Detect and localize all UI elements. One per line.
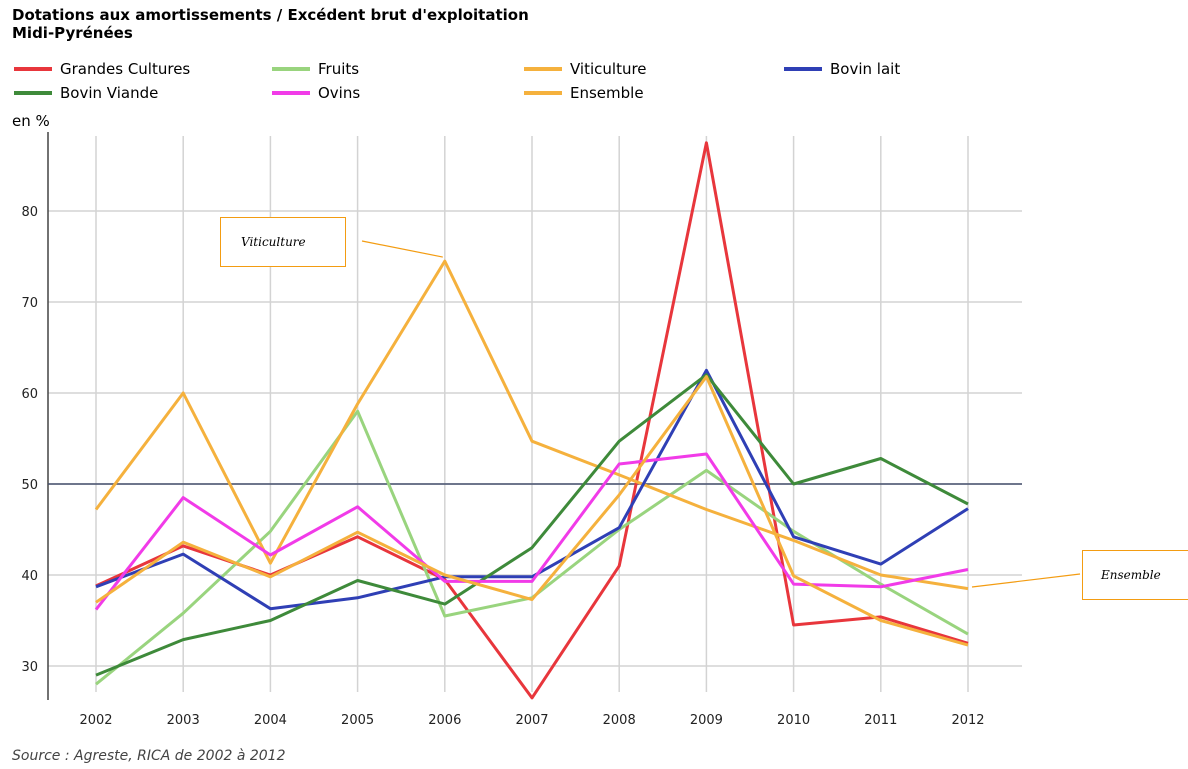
legend-swatch: [14, 67, 52, 71]
line-chart: 30 40 50 60 70 80 2002 2003 2004 2005 2006 2007 2008…: [21, 132, 1081, 728]
series-line-ovins: [94, 452, 969, 611]
legend-item-viticulture: Viticulture: [524, 58, 647, 80]
source-note: Source : Agreste, RICA de 2002 à 2012: [12, 748, 286, 764]
y-tick-label: 70: [21, 296, 38, 311]
x-tick-label: 2012: [951, 713, 984, 728]
legend-item-fruits: Fruits: [272, 58, 359, 80]
x-tick-label: 2009: [690, 713, 723, 728]
legend-label: Bovin Viande: [60, 84, 159, 102]
annotation-ensemble: Ensemble: [1082, 550, 1188, 600]
chart-title: Dotations aux amortissements / Excédent …: [12, 6, 529, 42]
legend-item-ovins: Ovins: [272, 82, 360, 104]
annotation-viticulture: Viticulture: [220, 217, 346, 267]
x-tick-label: 2003: [167, 713, 200, 728]
legend-swatch: [14, 91, 52, 95]
legend-item-bovin-viande: Bovin Viande: [14, 82, 158, 104]
series-line-bovin-viande: [95, 373, 969, 677]
x-tick-label: 2005: [341, 713, 374, 728]
annotation-ensemble-text: Ensemble: [1101, 568, 1161, 582]
annotation-viticulture-text: Viticulture: [241, 235, 306, 249]
legend-label: Bovin lait: [830, 60, 901, 78]
legend-label: Fruits: [318, 60, 360, 78]
x-tick-label: 2006: [428, 713, 461, 728]
legend-item-ensemble: Ensemble: [524, 82, 644, 104]
legend-swatch: [524, 67, 562, 71]
x-tick-label: 2011: [864, 713, 897, 728]
legend-label: Ovins: [318, 84, 361, 102]
chart-title-line2: Midi-Pyrénées: [12, 24, 133, 42]
series-line-ensemble: [95, 375, 969, 647]
legend-swatch: [272, 67, 310, 71]
x-tick-label: 2010: [777, 713, 810, 728]
y-tick-label: 50: [21, 478, 38, 493]
y-tick-label: 60: [21, 387, 38, 402]
x-tick-label: 2002: [79, 713, 112, 728]
legend-label: Grandes Cultures: [60, 60, 191, 78]
y-tick-label: 40: [21, 569, 38, 584]
chart-title-line1: Dotations aux amortissements / Excédent …: [12, 6, 529, 24]
y-tick-label: 30: [21, 660, 38, 675]
legend-swatch: [784, 67, 822, 71]
x-tick-label: 2004: [254, 713, 287, 728]
legend-swatch: [272, 91, 310, 95]
series-line-viticulture: [94, 259, 969, 591]
chart-legend: Grandes Cultures Fruits Viticulture Bovin l…: [14, 58, 1014, 106]
legend-label: Ensemble: [570, 84, 644, 102]
x-tick-label: 2007: [515, 713, 548, 728]
annotation-viticulture-pointer: [361, 240, 443, 258]
series-line-bovin-lait: [95, 368, 969, 611]
y-axis-unit-label: en %: [12, 112, 50, 130]
legend-item-bovin-lait: Bovin lait: [784, 58, 900, 80]
legend-label: Viticulture: [570, 60, 647, 78]
x-tick-label: 2008: [603, 713, 636, 728]
legend-item-grandes-cultures: Grandes Cultures: [14, 58, 190, 80]
legend-swatch: [524, 91, 562, 95]
y-tick-label: 80: [21, 205, 38, 220]
annotation-ensemble-pointer: [971, 573, 1081, 588]
